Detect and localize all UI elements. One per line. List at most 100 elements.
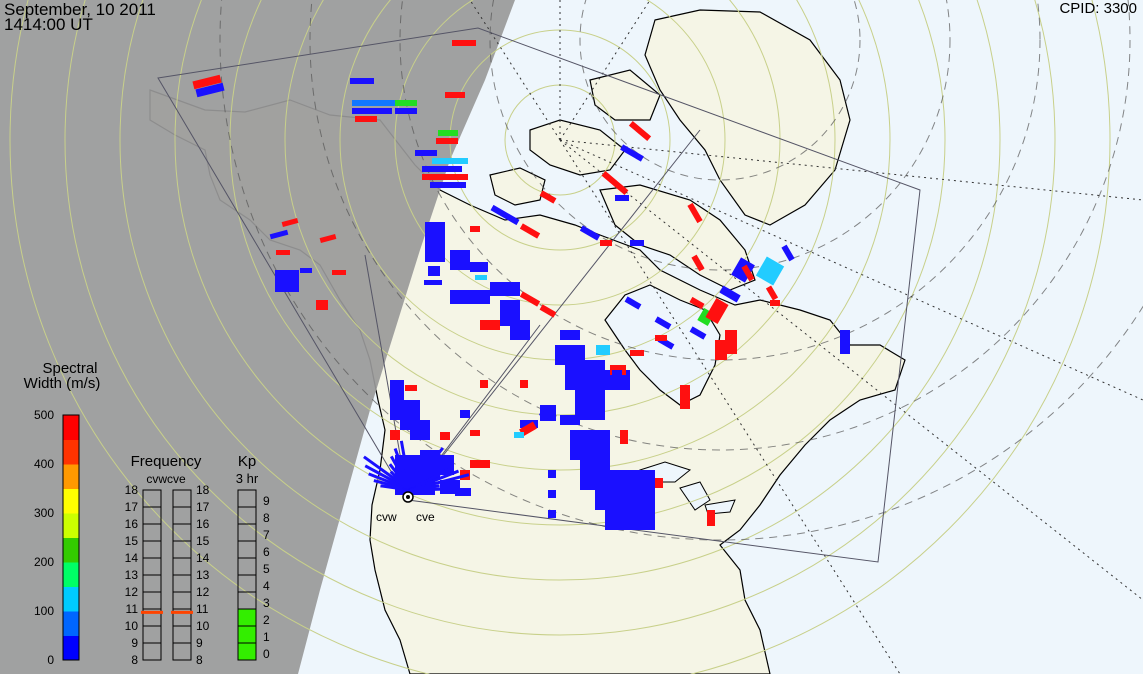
echo-cell	[452, 40, 476, 46]
echo-cell	[390, 430, 400, 440]
echo-cell	[428, 266, 440, 276]
echo-cell	[490, 204, 520, 226]
echo-cell	[470, 460, 490, 468]
echo-cell	[510, 320, 530, 340]
radar-echoes	[192, 40, 850, 530]
colorbar-segment	[63, 611, 79, 636]
echo-cell	[755, 256, 785, 286]
echo-cell	[316, 300, 328, 310]
echo-cell	[410, 420, 430, 440]
echo-cell	[548, 470, 556, 478]
echo-cell	[500, 300, 520, 326]
echo-cell	[352, 108, 392, 114]
echo-cell	[630, 350, 644, 356]
spectral-colorbar-ticks: 500 400 300 200 100 0	[34, 408, 54, 667]
echo-cell	[319, 234, 337, 243]
frequency-tick-right: 11	[196, 602, 209, 616]
echo-cell	[741, 264, 755, 282]
frequency-tick-left: 12	[125, 585, 139, 599]
echo-cell	[630, 240, 644, 246]
echo-cell	[405, 385, 417, 391]
echo-cell	[195, 82, 225, 98]
colorbar-frame	[62, 414, 80, 661]
legend-frequency-title: Frequency	[131, 453, 202, 470]
echo-cell	[725, 330, 737, 354]
echo-cell	[655, 335, 667, 341]
colorbar-segment	[63, 488, 79, 514]
kp-tick-label: 0	[263, 647, 270, 661]
echo-cell	[539, 304, 557, 318]
echo-cell	[538, 407, 556, 421]
echo-cell	[192, 74, 222, 90]
echo-cell	[395, 108, 417, 114]
echo-cell	[600, 240, 612, 246]
kp-tick-label: 4	[263, 579, 270, 593]
echo-cell	[440, 455, 454, 475]
land-greenland	[644, 9, 851, 226]
dashed-grid	[219, 0, 1143, 541]
frequency-tick-left: 15	[125, 534, 139, 548]
echo-cell	[520, 380, 528, 388]
frequency-tick-right: 17	[196, 500, 210, 514]
echo-cell	[620, 430, 628, 444]
colorbar-tick-label: 200	[34, 555, 54, 569]
frequency-tick-left: 14	[125, 551, 139, 565]
echo-cell	[355, 116, 377, 122]
frequency-tick-left: 13	[125, 568, 139, 582]
echo-cell	[436, 138, 458, 144]
frequency-tick-right: 10	[196, 619, 210, 633]
frequency-tick-left: 10	[125, 619, 139, 633]
kp-tick-label: 6	[263, 545, 270, 559]
land-victoria	[489, 167, 546, 206]
frequency-tick-left: 8	[131, 653, 138, 667]
echo-cell	[570, 430, 610, 460]
colorbar-tick-label: 100	[34, 604, 54, 618]
date-label: September, 10 2011	[4, 0, 156, 19]
echo-cell	[395, 100, 417, 106]
echo-cell	[781, 244, 795, 262]
colorbar-segment	[63, 513, 79, 538]
colorbar-segment	[63, 562, 79, 587]
echo-cell	[269, 229, 289, 240]
frequency-tick-left: 9	[131, 636, 138, 650]
echo-cell	[840, 330, 850, 354]
echo-cell	[705, 297, 729, 325]
echo-cell	[350, 78, 374, 84]
echo-cell	[514, 432, 524, 438]
colorbar-segment	[63, 537, 79, 563]
frequency-tick-left: 18	[125, 483, 139, 497]
echo-cell	[654, 316, 672, 330]
echo-cell	[548, 510, 556, 518]
echo-cell	[560, 415, 580, 425]
echo-cell	[422, 166, 462, 172]
frequency-tick-left: 17	[125, 500, 139, 514]
kp-tick-label: 8	[263, 511, 270, 525]
echo-cell	[460, 410, 470, 418]
colorbar-segment	[63, 439, 79, 465]
frequency-tick-right: 12	[196, 585, 210, 599]
radar-label-cve: cve	[416, 510, 435, 524]
colorbar-tick-label: 0	[47, 653, 54, 667]
echo-cell	[425, 222, 445, 262]
echo-cell	[687, 202, 703, 224]
frequency-tick-right: 16	[196, 517, 210, 531]
echo-cell	[579, 225, 601, 241]
legend-spectral-title: Spectral	[42, 360, 97, 377]
kp-bar: 9 8 7 6 5 4 3 2 1 0	[237, 489, 270, 661]
echo-cell	[689, 326, 707, 340]
frequency-tick-left: 11	[126, 602, 139, 616]
colorbar-segment	[63, 415, 79, 440]
echo-cell	[539, 190, 557, 204]
echo-cell	[440, 432, 450, 440]
echo-cell	[480, 320, 500, 330]
kp-tick-label: 2	[263, 613, 270, 627]
frequency-tick-left: 16	[125, 517, 139, 531]
echo-cell	[615, 195, 629, 201]
echo-cell	[624, 296, 642, 310]
echo-cell	[719, 285, 741, 303]
echo-cell	[415, 150, 437, 156]
kp-cell	[237, 625, 257, 644]
radar-label-cvw: cvw	[376, 510, 397, 524]
echo-cell	[628, 120, 652, 142]
